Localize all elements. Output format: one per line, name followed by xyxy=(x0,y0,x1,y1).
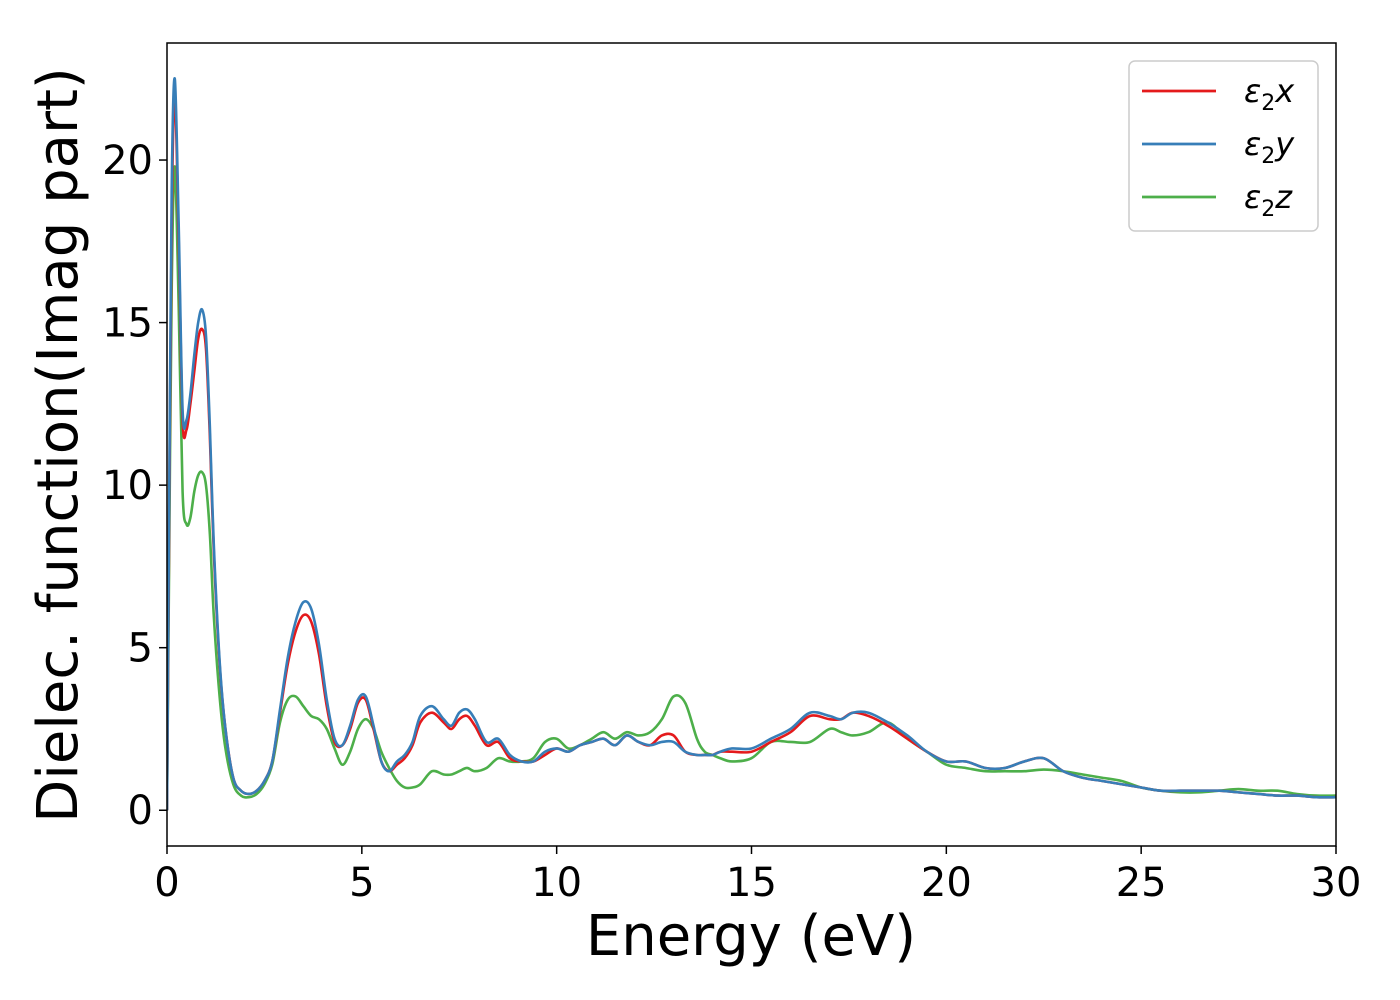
x-tick-label: 25 xyxy=(1116,860,1167,906)
x-tick-label: 10 xyxy=(531,860,582,906)
legend-label: ε2y xyxy=(1244,125,1295,169)
series-layer xyxy=(167,77,1336,811)
legend-box xyxy=(1128,60,1319,232)
legend-label: ε2x xyxy=(1244,72,1295,116)
x-tick-label: 15 xyxy=(726,860,777,906)
x-tick-label: 20 xyxy=(921,860,972,906)
y-axis-ticks: 0 5 10 15 20 xyxy=(102,138,167,834)
series-line-z xyxy=(167,165,1336,811)
y-tick-label: 5 xyxy=(128,626,153,672)
x-tick-label: 30 xyxy=(1311,860,1362,906)
y-axis-label: Dielec. function(Imag part) xyxy=(26,67,91,823)
y-tick-label: 10 xyxy=(102,463,153,509)
series-line-y xyxy=(167,77,1336,811)
x-axis-ticks: 0 5 10 15 20 25 30 xyxy=(154,846,1361,906)
x-axis-label: Energy (eV) xyxy=(586,904,916,969)
legend-label: ε2z xyxy=(1244,178,1293,222)
legend: ε2x ε2y ε2z xyxy=(1128,60,1319,232)
x-tick-label: 0 xyxy=(154,860,179,906)
y-tick-label: 15 xyxy=(102,301,153,347)
x-tick-label: 5 xyxy=(349,860,374,906)
y-tick-label: 20 xyxy=(102,138,153,184)
y-tick-label: 0 xyxy=(128,788,153,834)
